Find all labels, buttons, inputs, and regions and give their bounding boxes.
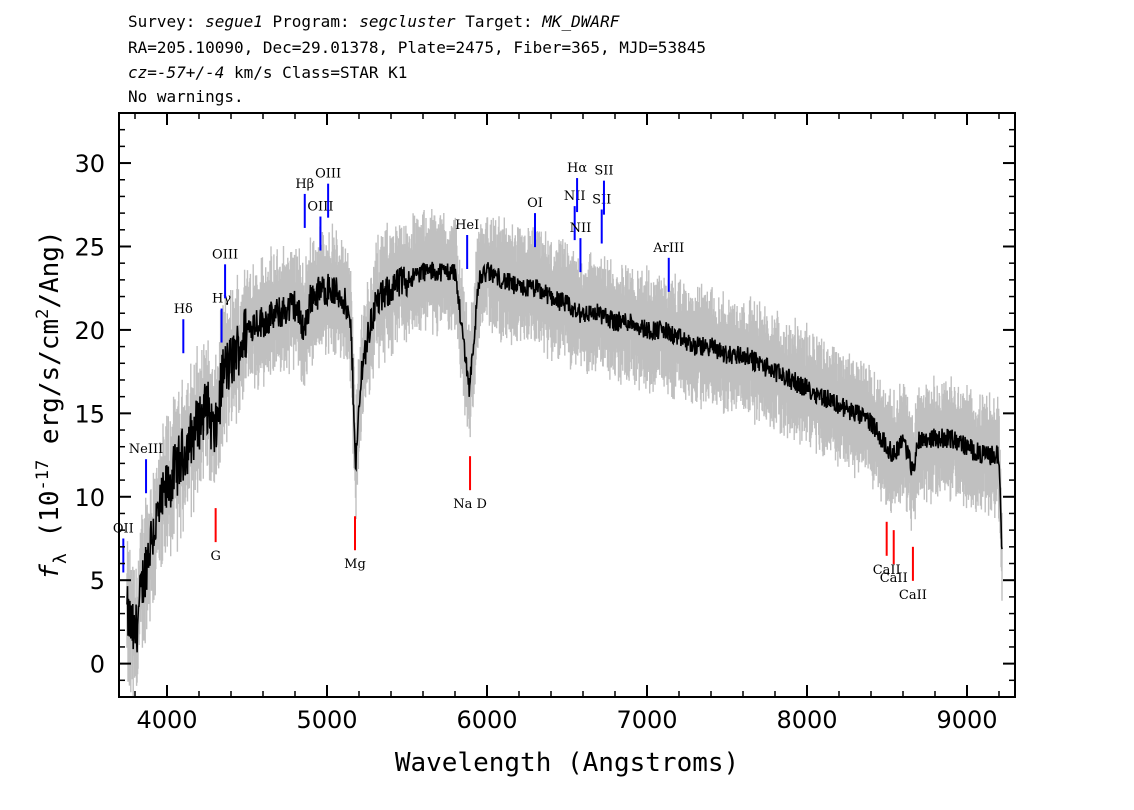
emission-line-label: Hα <box>567 161 587 176</box>
emission-line-label: Hδ <box>174 302 193 317</box>
x-tick-label: 8000 <box>776 706 837 734</box>
y-tick-label: 20 <box>74 317 105 345</box>
emission-line-label: Hγ <box>212 292 231 307</box>
emission-line-label: HeI <box>455 218 479 233</box>
emission-line-label: Hβ <box>295 177 314 192</box>
y-tick-label: 25 <box>74 233 105 261</box>
header-coordinates-line: RA=205.10090, Dec=29.01378, Plate=2475, … <box>128 38 706 57</box>
y-tick-label: 15 <box>74 400 105 428</box>
noise-envelope <box>126 209 1003 697</box>
target-value: MK_DWARF <box>542 12 620 31</box>
x-tick-label: 6000 <box>456 706 517 734</box>
survey-label: Survey: <box>128 12 196 31</box>
emission-line-label: OIII <box>315 167 341 182</box>
emission-line-label: ArIII <box>652 241 684 256</box>
y-tick-label: 0 <box>90 651 105 679</box>
absorption-line-label: CaII <box>880 571 908 586</box>
absorption-line-label: Na D <box>453 497 487 512</box>
header-warnings-line: No warnings. <box>128 87 244 106</box>
emission-line-label: SII <box>592 193 611 208</box>
program-label: Program: <box>272 12 350 31</box>
absorption-line-label: CaII <box>873 563 901 578</box>
absorption-line-label: G <box>210 549 220 564</box>
emission-line-label: OI <box>527 196 543 211</box>
flux-series <box>126 261 1003 653</box>
target-label: Target: <box>465 12 533 31</box>
cz-label: cz= <box>128 63 157 82</box>
emission-line-label: OII <box>113 521 134 536</box>
header-survey-line: Survey: segue1 Program: segcluster Targe… <box>128 14 619 30</box>
y-axis-label: fλ (10-17 erg/s/cm2/Ang) <box>33 230 71 579</box>
cz-value: -57+/-4 <box>156 63 225 82</box>
emission-line-label: NII <box>570 221 592 236</box>
emission-line-label: OIII <box>212 247 238 262</box>
absorption-line-label: Mg <box>344 557 366 572</box>
x-tick-label: 9000 <box>936 706 997 734</box>
emission-line-label: NeIII <box>129 442 163 457</box>
y-tick-label: 30 <box>74 150 105 178</box>
noise-band <box>126 209 1003 697</box>
x-tick-label: 7000 <box>616 706 677 734</box>
y-tick-label: 5 <box>90 567 105 595</box>
y-tick-label: 10 <box>74 484 105 512</box>
x-axis-label: Wavelength (Angstroms) <box>395 748 739 778</box>
class-value: Class=STAR K1 <box>282 63 408 82</box>
survey-value: segue1 <box>205 12 263 31</box>
absorption-line-label: CaII <box>899 588 927 603</box>
x-tick-label: 5000 <box>296 706 357 734</box>
emission-line-label: NII <box>564 189 586 204</box>
cz-unit: km/s <box>233 63 273 82</box>
x-tick-label: 4000 <box>136 706 197 734</box>
emission-line-label: OIII <box>307 200 333 215</box>
axis-ticks: 4000 5000 6000 7000 8000 9000 0 5 10 15 20 25 30 <box>74 113 1015 734</box>
program-value: segcluster <box>359 12 456 31</box>
flux-line <box>126 261 1003 653</box>
header-redshift-line: cz=-57+/-4 km/s Class=STAR K1 <box>128 65 407 81</box>
emission-line-label: SII <box>594 164 613 179</box>
plot-frame <box>118 112 1016 698</box>
